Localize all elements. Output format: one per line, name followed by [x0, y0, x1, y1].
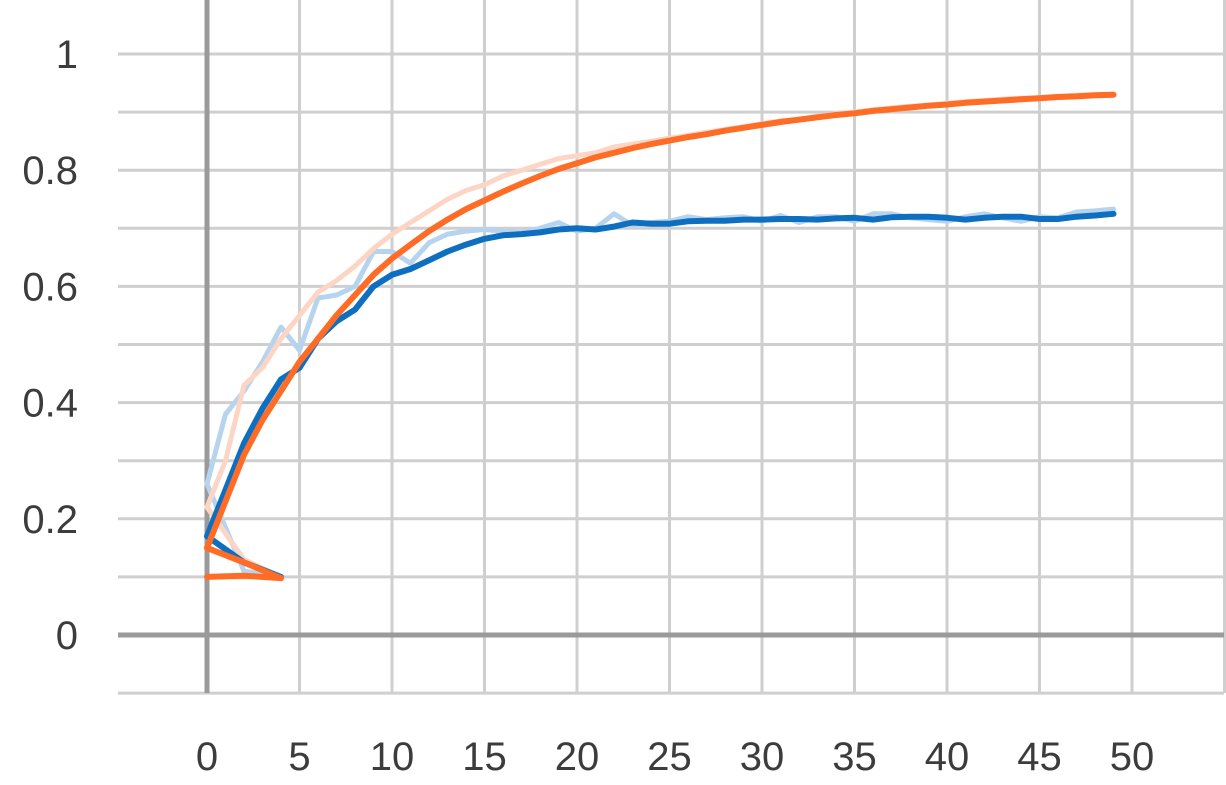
y-tick-label: 0	[56, 614, 78, 658]
series-1-smoothed-line-2	[204, 91, 1117, 551]
x-tick-label: 40	[925, 735, 970, 779]
series-1-raw-line-2	[204, 91, 1116, 510]
y-tick-label: 0.2	[22, 498, 78, 542]
series-0-raw-line-1	[204, 206, 1116, 487]
x-tick-label: 5	[288, 735, 310, 779]
x-tick-label: 25	[647, 735, 692, 779]
grid-lines	[118, 0, 1226, 695]
x-tick-label: 45	[1017, 735, 1062, 779]
series-0-smoothed-line-1	[204, 210, 1117, 540]
series-1-smoothed-line-0	[204, 572, 284, 582]
raw-series-group	[204, 91, 1116, 580]
x-tick-label: 35	[832, 735, 877, 779]
y-tick-label: 0.6	[22, 265, 78, 309]
y-tick-label: 0.4	[22, 382, 78, 426]
x-tick-label: 20	[555, 735, 600, 779]
y-tick-labels: 0 0.2 0.4 0.6 0.8 1	[22, 33, 78, 658]
x-tick-labels: 0 5 10 15 20 25 30 35 40 45 50	[196, 735, 1154, 779]
series-1-smoothed-line-1	[204, 544, 284, 582]
y-tick-label: 0.8	[22, 149, 78, 193]
x-tick-label: 10	[370, 735, 415, 779]
smoothed-series-group	[204, 91, 1117, 582]
x-tick-label: 50	[1110, 735, 1155, 779]
x-tick-label: 0	[196, 735, 218, 779]
x-tick-label: 15	[462, 735, 507, 779]
x-tick-label: 30	[740, 735, 785, 779]
y-tick-label: 1	[56, 33, 78, 77]
